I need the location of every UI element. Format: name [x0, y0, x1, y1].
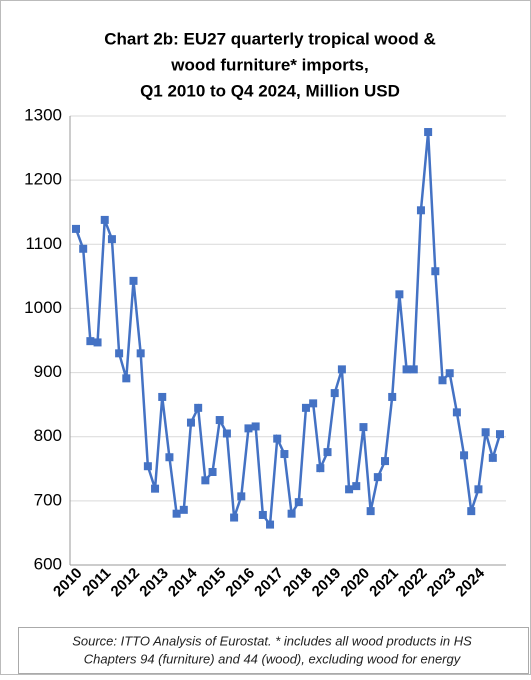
y-tick-label: 700	[34, 490, 62, 509]
data-point	[273, 434, 282, 443]
data-point	[388, 392, 397, 401]
source-box	[18, 627, 529, 674]
data-point	[323, 448, 332, 457]
data-point	[395, 290, 404, 299]
data-point	[201, 476, 210, 485]
data-line	[74, 131, 502, 528]
y-tick-label: 1300	[24, 105, 62, 124]
data-point	[136, 349, 145, 358]
data-point	[86, 337, 95, 346]
data-point	[186, 418, 195, 427]
data-point	[194, 403, 203, 412]
data-point	[345, 485, 354, 494]
y-tick-label: 800	[34, 426, 62, 445]
data-point	[280, 450, 289, 459]
data-point	[330, 389, 339, 398]
data-point	[79, 244, 88, 253]
data-point	[381, 457, 390, 466]
y-tick-label: 600	[34, 554, 62, 573]
data-point	[215, 416, 224, 425]
data-point	[352, 482, 361, 491]
chart-title: Q1 2010 to Q4 2024, Million USD	[140, 81, 400, 100]
data-point	[230, 513, 239, 522]
data-point	[373, 473, 382, 482]
data-point	[445, 369, 454, 378]
y-tick-label: 1100	[25, 234, 62, 253]
data-point	[100, 215, 109, 224]
data-point	[496, 430, 504, 439]
data-point	[424, 128, 433, 137]
data-point	[107, 235, 116, 244]
data-point	[129, 276, 138, 285]
data-point	[474, 485, 483, 494]
data-point	[481, 428, 490, 437]
data-point	[93, 338, 102, 347]
data-point	[122, 374, 131, 383]
data-point	[172, 509, 181, 518]
source-note: Chapters 94 (furniture) and 44 (wood), e…	[84, 651, 462, 666]
data-point	[309, 399, 318, 408]
data-point	[431, 267, 440, 276]
data-point	[151, 484, 160, 493]
chart-title: Chart 2b: EU27 quarterly tropical wood &	[104, 29, 436, 48]
data-point	[222, 429, 231, 438]
data-point	[294, 498, 303, 507]
data-point	[251, 422, 260, 431]
data-point	[409, 365, 418, 374]
data-point	[301, 403, 310, 412]
data-point	[72, 224, 80, 233]
data-point	[258, 510, 267, 519]
data-point	[438, 376, 447, 385]
data-point	[266, 520, 275, 529]
data-point	[244, 424, 253, 433]
data-point	[359, 423, 368, 432]
data-point	[416, 206, 425, 215]
y-tick-label: 1200	[24, 170, 62, 189]
data-point	[208, 467, 217, 476]
data-point	[402, 365, 411, 374]
data-point	[165, 453, 174, 462]
data-point	[115, 349, 124, 358]
data-point	[452, 408, 461, 417]
data-point	[460, 451, 469, 460]
source-note: Source: ITTO Analysis of Eurostat. * inc…	[72, 633, 472, 648]
data-point	[287, 509, 296, 518]
data-point	[237, 492, 246, 501]
chart-title: wood furniture* imports,	[170, 55, 368, 74]
y-tick-label: 1000	[24, 298, 62, 317]
data-point	[316, 464, 325, 473]
data-point	[337, 365, 346, 374]
data-point	[179, 505, 188, 514]
data-point	[366, 507, 375, 516]
data-point	[143, 462, 152, 471]
y-tick-label: 900	[34, 362, 62, 381]
data-point	[488, 453, 497, 462]
data-point	[158, 392, 167, 401]
data-point	[467, 507, 476, 516]
